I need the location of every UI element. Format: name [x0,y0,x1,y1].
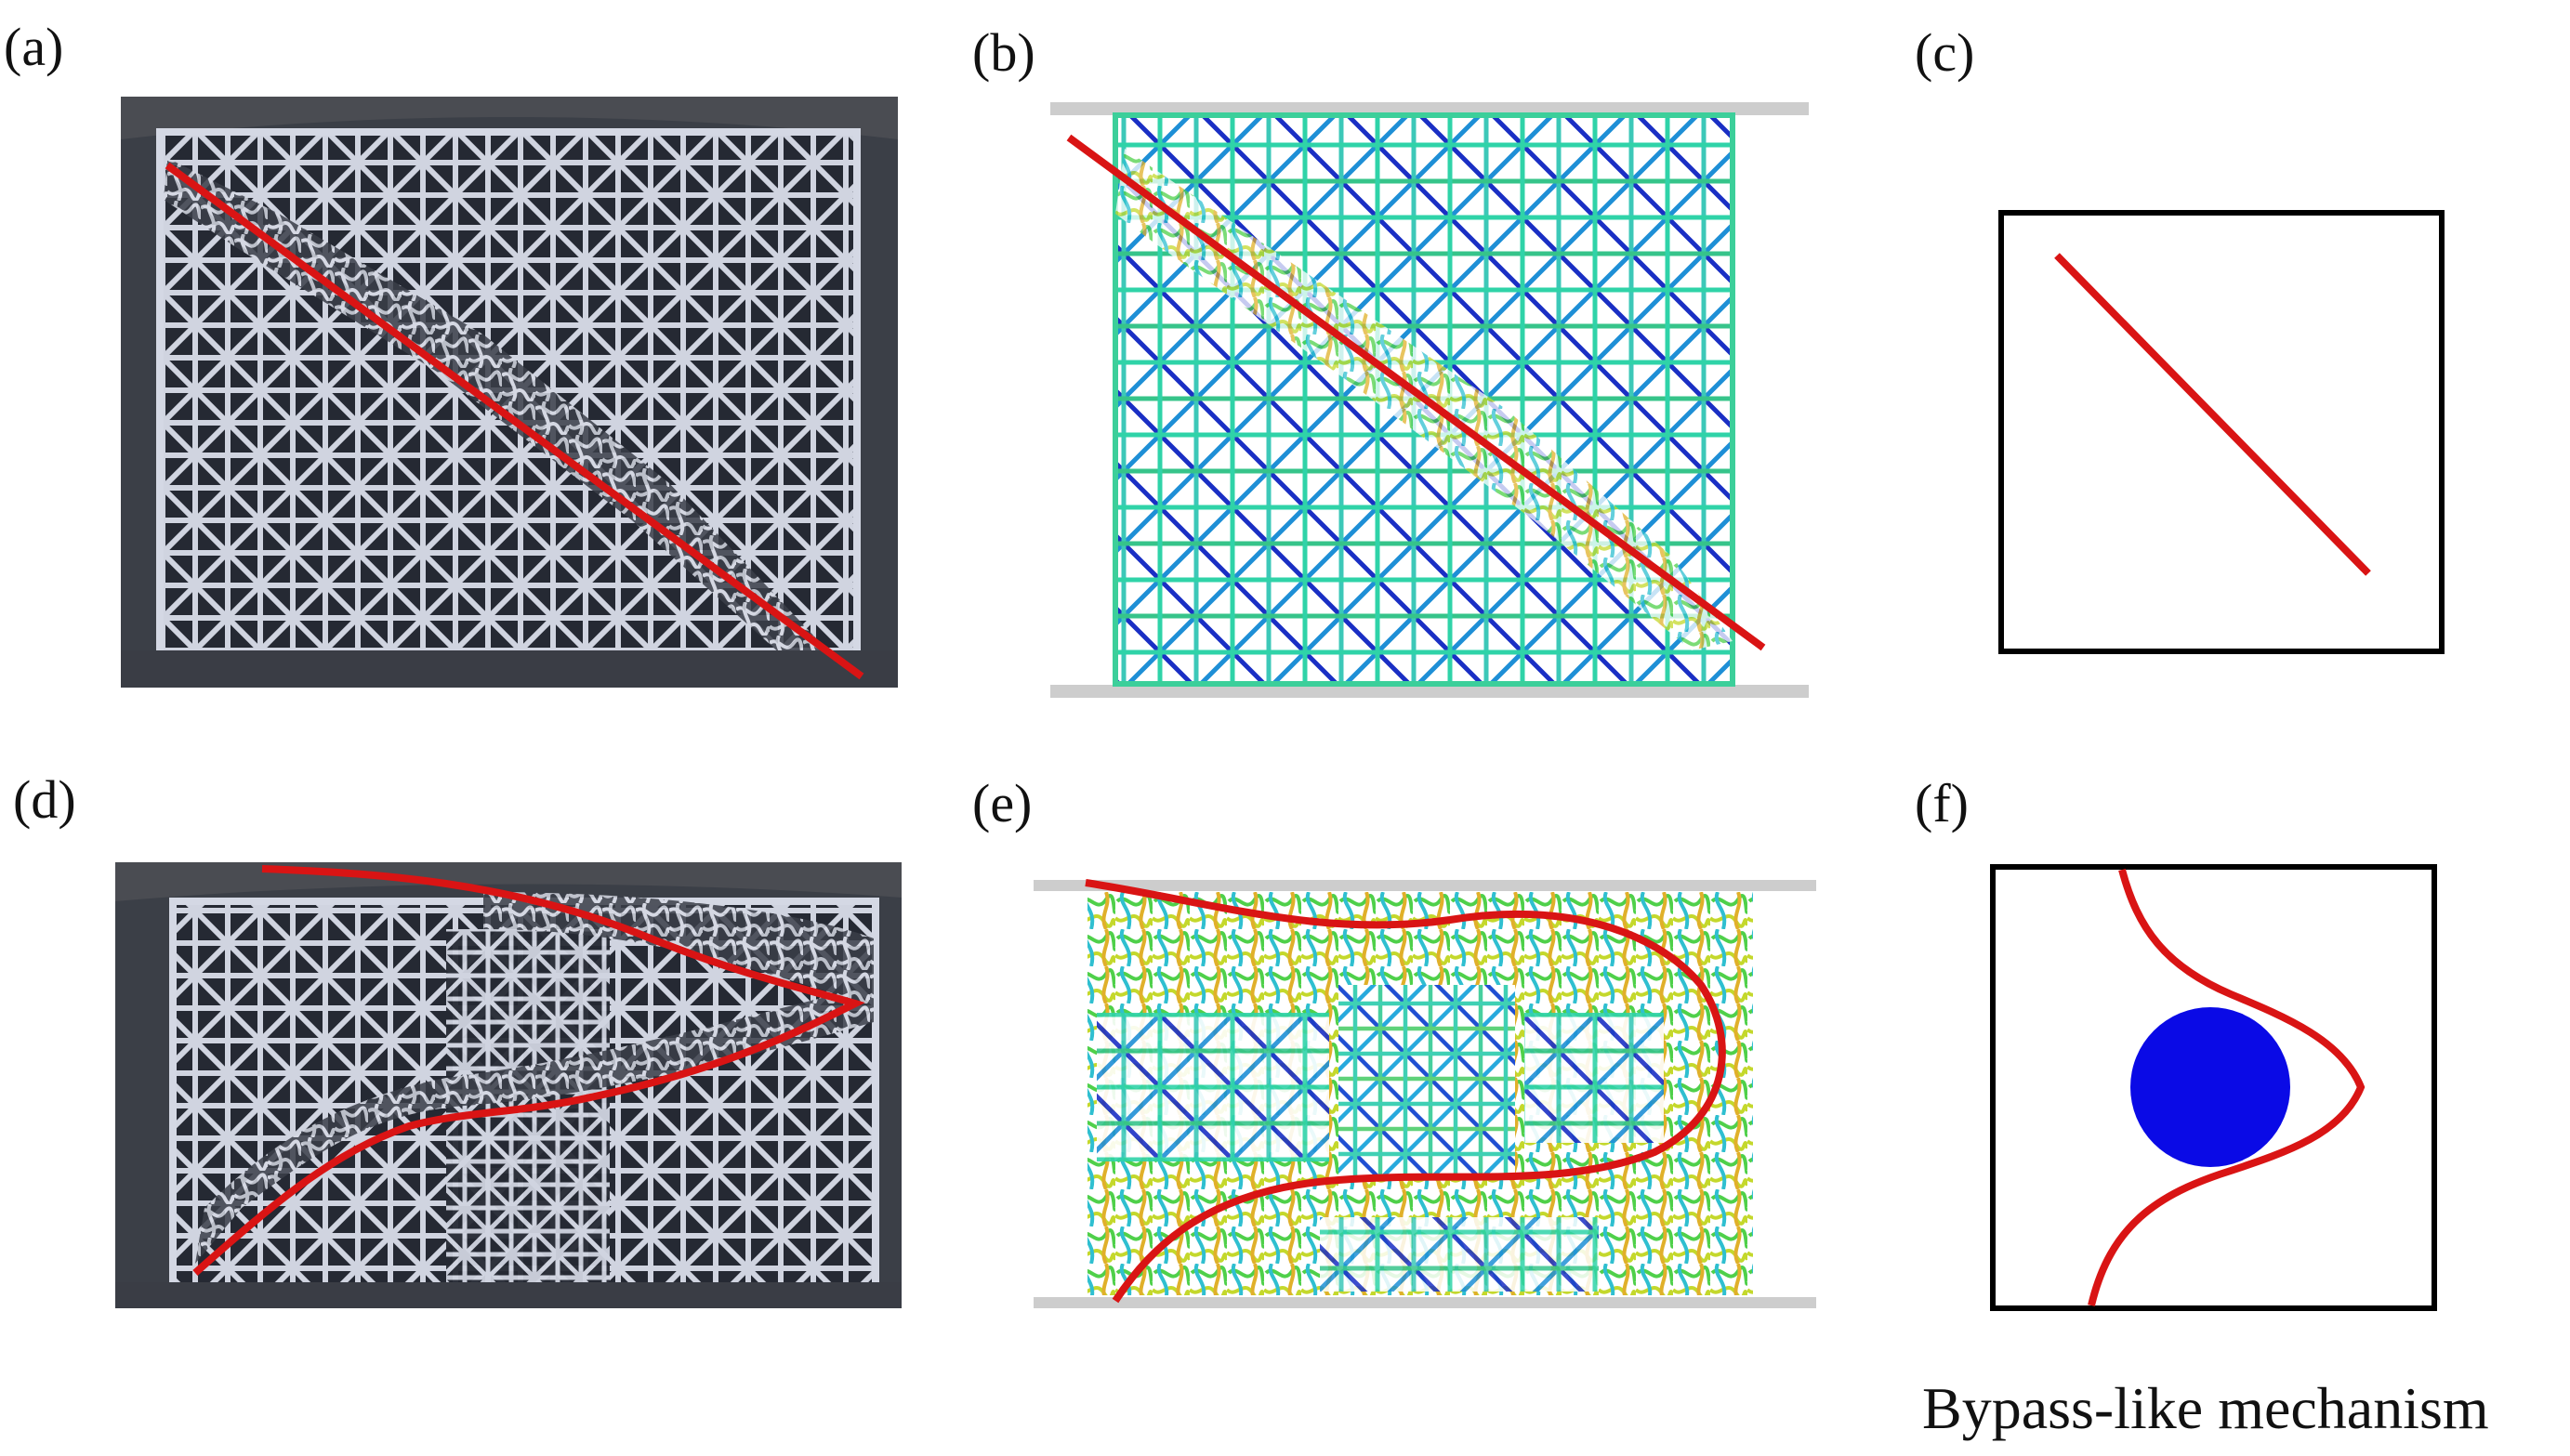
panel-label-e: (e) [972,773,1033,833]
panel-f-schematic [1990,864,2437,1311]
panel-c-schematic [1998,210,2445,654]
schematic-box-c [1998,210,2445,654]
panel-label-f: (f) [1915,773,1969,833]
panel-b-simulation [1050,102,1809,698]
panel-a-photo [121,97,898,688]
crack-line-b [1066,134,1766,651]
panel-label-d: (d) [13,769,76,830]
crack-line-c [2054,253,2371,576]
panel-label-c: (c) [1915,22,1975,83]
bypass-caption: Bypass-like mechanism [1922,1375,2489,1441]
panel-e-simulation [1034,879,1816,1308]
crack-line-e [1085,879,1726,1304]
crack-line-d [192,865,865,1276]
panel-label-b: (b) [972,22,1035,83]
crack-line-f [2088,868,2366,1306]
bottom-platen-b [1050,685,1809,698]
top-platen-e [1034,880,1816,891]
bottom-platen-e [1034,1297,1816,1308]
top-platen-b [1050,102,1809,115]
crack-line-a [165,162,864,680]
panel-d-photo [115,862,902,1308]
panel-label-a: (a) [4,17,64,77]
inclusion-circle [2130,1007,2290,1167]
